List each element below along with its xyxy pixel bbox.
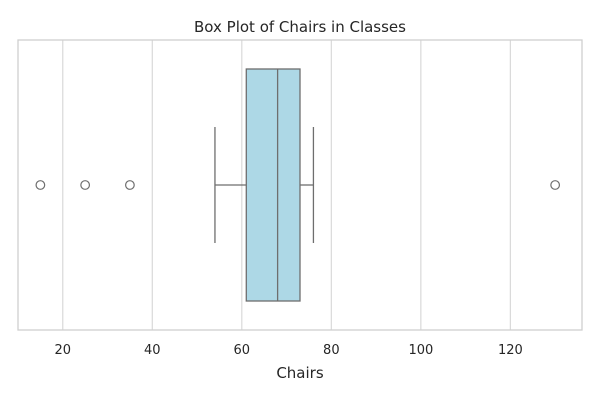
outlier-layer <box>35 180 561 190</box>
x-tick-label-60: 60 <box>234 343 251 358</box>
x-tick-label-20: 20 <box>54 343 71 358</box>
outlier-point-35 <box>125 180 135 190</box>
x-tick-labels: 20 40 60 80 100 120 <box>54 343 522 358</box>
x-tick-label-40: 40 <box>144 343 161 358</box>
chart-title: Box Plot of Chairs in Classes <box>194 18 406 36</box>
outlier-point-15 <box>35 180 46 190</box>
plot-frame <box>17 39 583 331</box>
x-axis-label: Chairs <box>276 364 324 382</box>
x-tick-label-100: 100 <box>408 343 433 358</box>
iqr-box <box>245 68 301 302</box>
outlier-point-130 <box>550 180 561 190</box>
box-layer <box>214 68 315 302</box>
x-tick-label-80: 80 <box>323 343 340 358</box>
x-tick-label-120: 120 <box>498 343 523 358</box>
outlier-point-25 <box>80 180 91 190</box>
